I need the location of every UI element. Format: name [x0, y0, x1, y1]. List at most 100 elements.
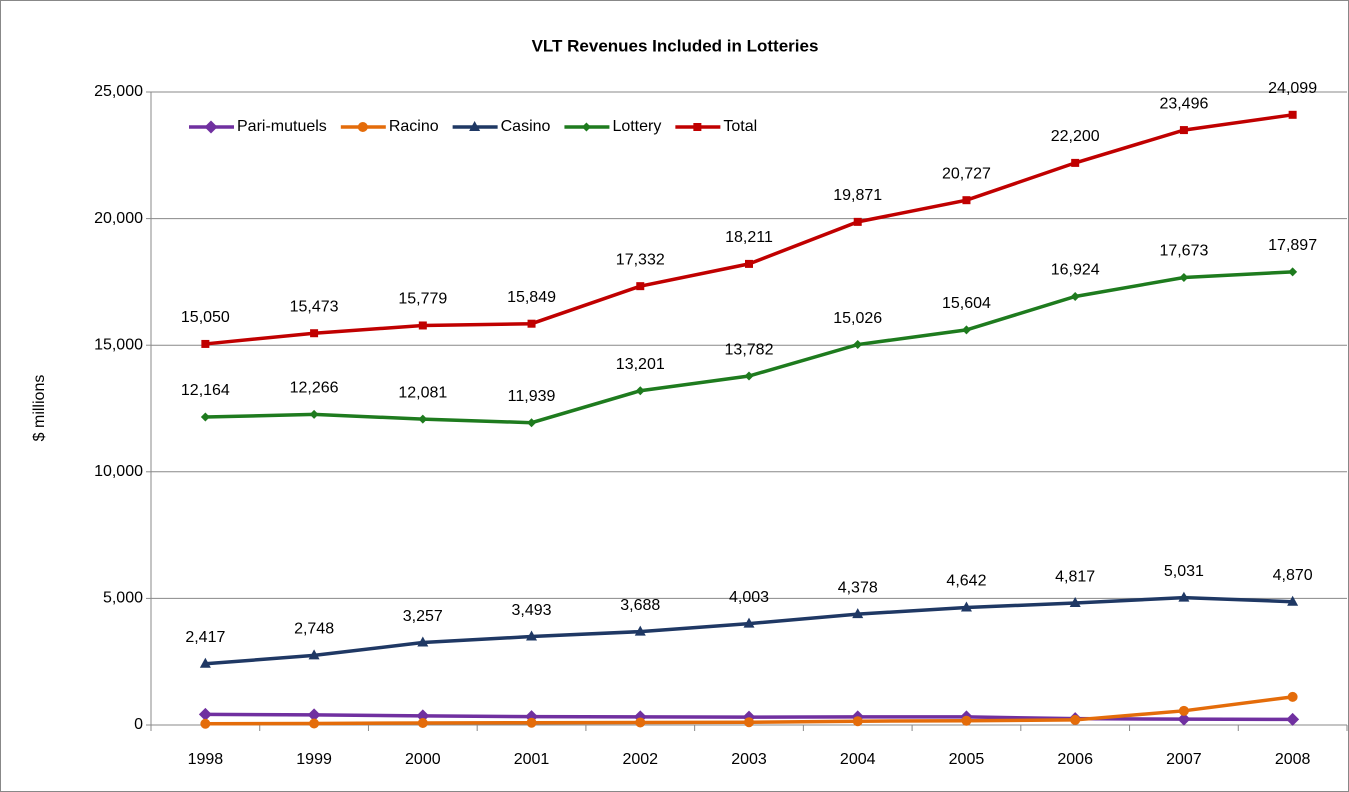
data-label: 15,604: [942, 295, 991, 312]
marker: [960, 601, 972, 612]
data-label: 4,642: [946, 573, 986, 590]
x-tick-label: 2005: [949, 751, 985, 768]
legend-label: Racino: [389, 118, 439, 135]
data-label: 3,257: [403, 608, 443, 625]
marker: [418, 414, 428, 424]
marker: [307, 708, 321, 722]
data-label: 3,493: [512, 602, 552, 619]
marker: [527, 319, 536, 328]
marker: [1288, 267, 1298, 277]
marker: [962, 196, 971, 205]
data-label: 24,099: [1268, 80, 1317, 97]
marker: [1069, 597, 1081, 608]
x-tick-label: 1998: [188, 751, 224, 768]
marker: [961, 325, 971, 335]
marker: [200, 718, 211, 729]
y-tick-label: 5,000: [103, 590, 143, 607]
marker: [201, 339, 210, 348]
marker: [200, 412, 210, 422]
marker: [308, 649, 320, 660]
marker: [527, 418, 537, 428]
marker: [853, 217, 862, 226]
data-label: 12,081: [398, 384, 447, 401]
data-label: 15,849: [507, 289, 556, 306]
marker: [852, 716, 863, 727]
x-tick-label: 2008: [1275, 751, 1311, 768]
marker: [1178, 705, 1189, 716]
x-tick-label: 2002: [622, 751, 658, 768]
marker: [1178, 591, 1190, 602]
data-label: 17,897: [1268, 237, 1317, 254]
marker: [743, 617, 755, 628]
data-label: 22,200: [1051, 128, 1100, 145]
data-label: 2,417: [185, 629, 225, 646]
x-tick-label: 2000: [405, 751, 441, 768]
marker: [634, 625, 646, 636]
chart-title: VLT Revenues Included in Lotteries: [532, 36, 819, 55]
marker: [1071, 158, 1080, 167]
data-label: 15,779: [398, 291, 447, 308]
data-label: 12,266: [290, 380, 339, 397]
marker: [357, 122, 368, 132]
marker: [1288, 110, 1297, 119]
y-tick-label: 20,000: [94, 210, 143, 227]
y-tick-label: 10,000: [94, 463, 143, 480]
y-tick-label: 25,000: [94, 83, 143, 100]
marker: [744, 371, 754, 381]
data-label: 20,727: [942, 165, 991, 182]
marker: [198, 707, 212, 721]
marker: [1070, 714, 1081, 725]
marker: [693, 123, 702, 131]
y-tick-label: 0: [134, 716, 143, 733]
marker: [418, 321, 427, 330]
marker: [417, 636, 429, 647]
data-label: 19,871: [833, 187, 882, 204]
data-label: 15,473: [290, 298, 339, 315]
marker: [526, 630, 538, 641]
data-label: 11,939: [508, 388, 556, 405]
marker: [416, 709, 430, 723]
marker: [1179, 126, 1188, 135]
marker: [1286, 712, 1300, 726]
legend-label: Total: [723, 118, 757, 135]
marker: [1179, 273, 1189, 283]
x-tick-label: 2004: [840, 751, 876, 768]
marker: [204, 120, 218, 134]
data-label: 15,026: [833, 310, 882, 327]
data-label: 13,782: [725, 341, 774, 358]
marker: [309, 718, 320, 729]
data-label: 13,201: [616, 356, 665, 373]
data-label: 4,003: [729, 589, 769, 606]
marker: [744, 717, 754, 728]
legend-label: Pari-mutuels: [237, 118, 327, 135]
data-label: 5,031: [1164, 563, 1204, 580]
data-label: 23,496: [1159, 95, 1208, 112]
data-label: 2,748: [294, 621, 334, 638]
y-tick-label: 15,000: [94, 336, 143, 353]
data-label: 17,332: [616, 251, 665, 268]
marker: [1287, 691, 1298, 702]
data-label: 4,378: [838, 579, 878, 596]
marker: [745, 259, 753, 268]
marker: [199, 657, 211, 668]
data-label: 12,164: [181, 382, 230, 399]
data-label: 4,817: [1055, 568, 1095, 585]
data-label: 16,924: [1051, 262, 1100, 279]
marker: [581, 122, 591, 132]
legend-label: Lottery: [612, 118, 661, 135]
marker: [635, 386, 645, 396]
x-tick-label: 2003: [731, 751, 767, 768]
marker: [1177, 712, 1191, 726]
data-label: 3,688: [620, 597, 660, 614]
marker: [469, 121, 481, 131]
marker: [636, 282, 645, 291]
legend-label: Casino: [501, 118, 551, 135]
y-axis-label: $ millions: [31, 375, 48, 442]
marker: [417, 717, 428, 728]
marker: [635, 717, 646, 728]
data-label: 4,870: [1273, 567, 1313, 584]
marker: [853, 340, 863, 350]
